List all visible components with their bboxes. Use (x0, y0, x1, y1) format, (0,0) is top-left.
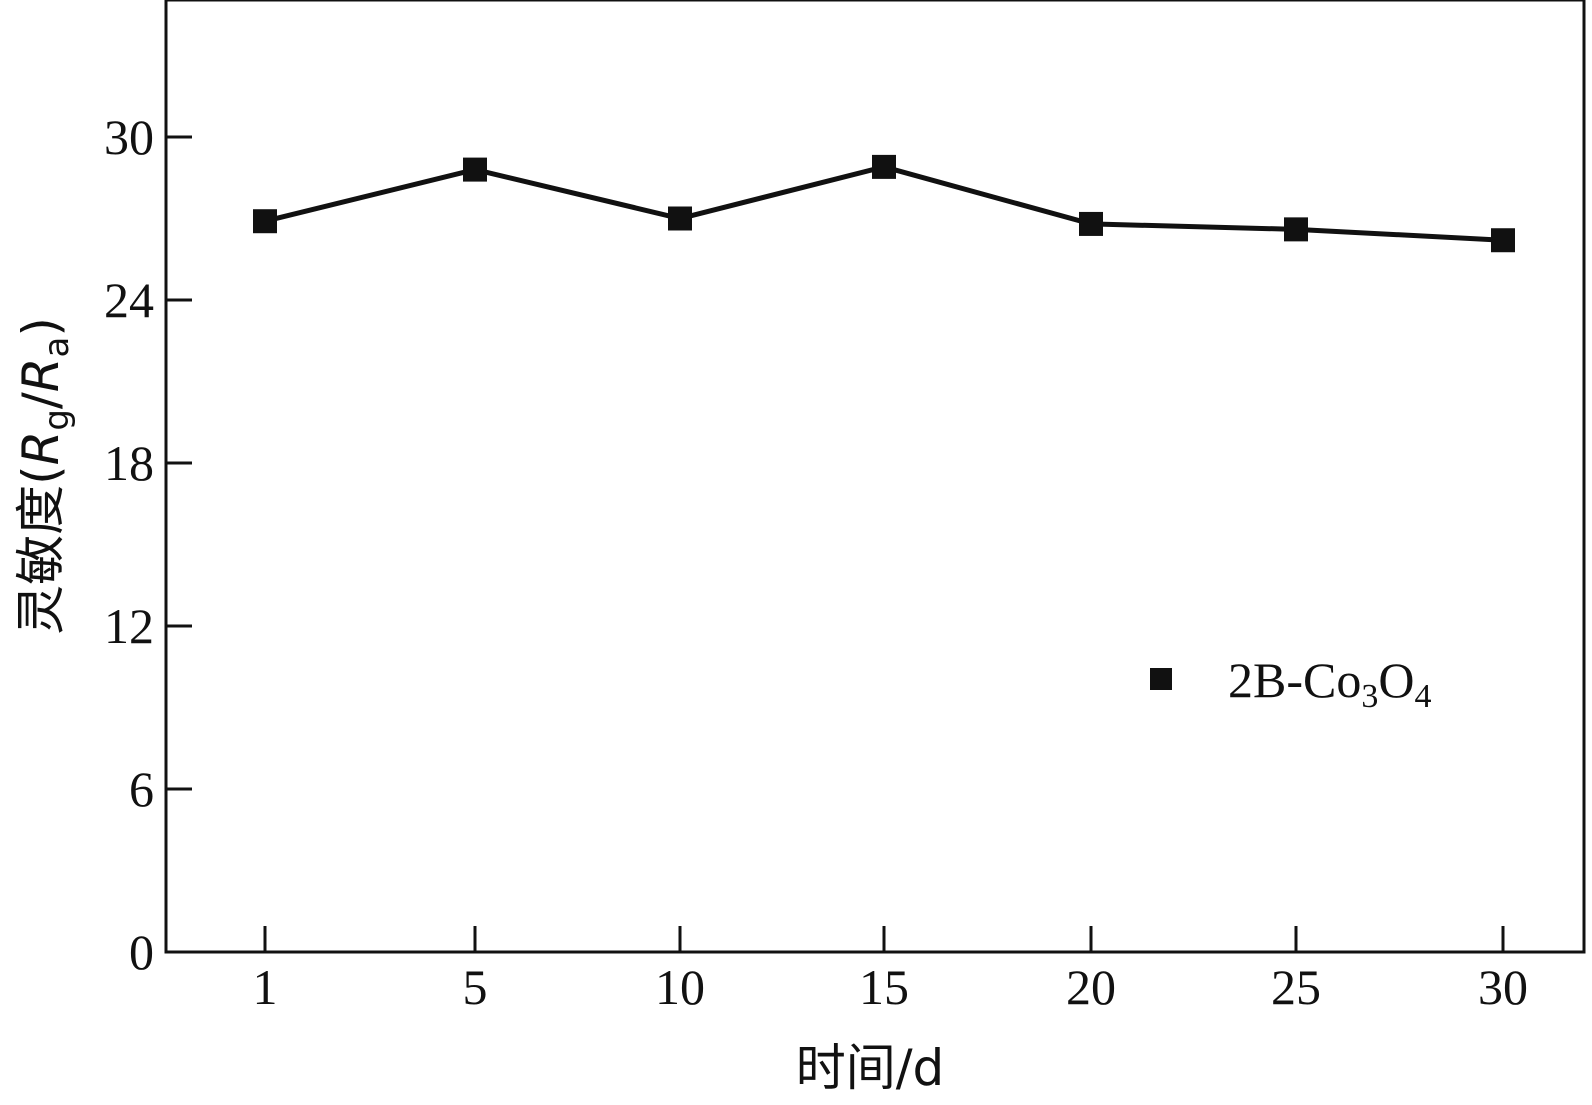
legend-label: 2B-Co3O4 (1228, 652, 1431, 715)
x-tick-label: 10 (655, 959, 705, 1015)
data-point (463, 157, 487, 182)
x-tick-label: 15 (859, 959, 909, 1015)
series-layer (253, 154, 1515, 253)
x-tick-label: 5 (463, 959, 488, 1015)
y-axis-ticks: 0 6 12 18 24 30 (104, 109, 192, 980)
y-tick-label: 30 (104, 109, 154, 165)
y-tick-label: 6 (129, 761, 154, 817)
x-tick-label: 20 (1066, 959, 1116, 1015)
data-point (253, 209, 277, 234)
x-axis-title: 时间/d (796, 1039, 945, 1097)
x-tick-label: 30 (1478, 959, 1528, 1015)
x-tick-label: 25 (1271, 959, 1321, 1015)
data-point (1079, 211, 1103, 236)
y-tick-label: 12 (104, 598, 154, 654)
data-point (668, 206, 692, 231)
plot-frame (164, 0, 1586, 954)
legend: 2B-Co3O4 (1150, 652, 1431, 715)
y-axis-title: 灵敏度(Rg/Ra) (12, 317, 77, 635)
y-tick-label: 0 (129, 924, 154, 980)
data-point (872, 154, 896, 179)
legend-marker (1150, 668, 1172, 690)
x-tick-label: 1 (253, 959, 278, 1015)
data-point (1284, 217, 1308, 242)
y-tick-label: 18 (104, 435, 154, 491)
data-point (1491, 228, 1515, 253)
y-tick-label: 24 (104, 272, 154, 328)
x-axis-ticks: 1 5 10 15 20 25 30 (253, 926, 1528, 1015)
